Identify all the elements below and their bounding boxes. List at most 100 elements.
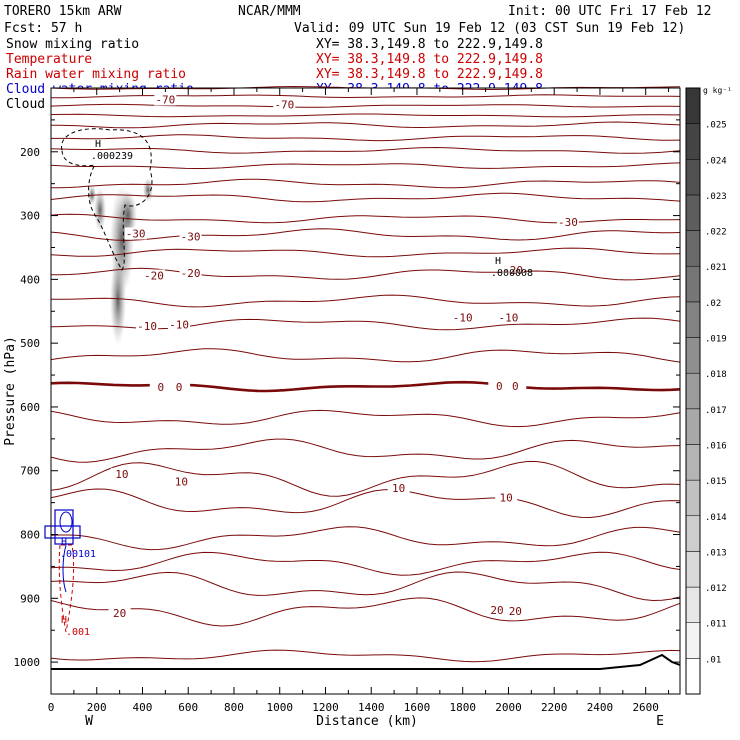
maximum-value: .001 bbox=[66, 627, 90, 638]
isotherm-line bbox=[50, 121, 681, 129]
valid-time: Valid: 09 UTC Sun 19 Feb 12 (03 CST Sun … bbox=[294, 21, 685, 36]
x-tick-label: 0 bbox=[48, 701, 55, 714]
snow-plume bbox=[94, 188, 106, 232]
label-backing bbox=[504, 605, 527, 618]
field-legend: Snow mixing ratio XY= 38.3,149.8 to 222.9… bbox=[6, 37, 543, 112]
colorbar-tick-label: .024 bbox=[705, 156, 727, 166]
isotherm-line bbox=[51, 134, 681, 142]
y-tick-label: 200 bbox=[20, 146, 40, 159]
field-name: Temperature bbox=[6, 52, 92, 67]
colorbar-swatch bbox=[685, 301, 701, 338]
field-xy: XY= 38.3,149.8 to 222.9,149.8 bbox=[316, 37, 543, 52]
isotherm-label: 0 bbox=[157, 381, 164, 394]
field-xy: XY= 38.3,149.8 to 222.9,149.8 bbox=[316, 67, 543, 82]
west-endpoint: W bbox=[85, 714, 93, 729]
label-backing bbox=[168, 318, 191, 331]
colorbar-swatch bbox=[685, 372, 701, 410]
isotherm-line bbox=[50, 228, 681, 241]
y-tick-label: 300 bbox=[20, 210, 40, 223]
isotherm-line bbox=[51, 178, 681, 189]
x-tick-label: 1000 bbox=[266, 701, 293, 714]
x-axis: 0 200 400 600 800 1000 1200 1400 1600 1800 2000 220… bbox=[48, 88, 670, 714]
east-endpoint: E bbox=[656, 714, 664, 729]
colorbar-tick-label: .022 bbox=[705, 228, 727, 238]
label-backing bbox=[136, 319, 159, 332]
label-backing bbox=[179, 230, 202, 243]
org-title: NCAR/MMM bbox=[238, 4, 301, 19]
label-backing bbox=[179, 266, 202, 279]
isotherm-line bbox=[51, 267, 681, 281]
isotherm-line bbox=[50, 294, 681, 308]
temperature-labels: -70 -70-30 -30-30-20 -20 -20-10 -10-10 -100 0 0 0… bbox=[108, 93, 579, 620]
colorbar-swatch bbox=[685, 230, 701, 267]
colorbar-tick-label: .015 bbox=[705, 477, 727, 487]
y-tick-label: 1000 bbox=[14, 656, 41, 669]
label-backing bbox=[451, 311, 474, 324]
isotherm-label: 0 bbox=[496, 380, 503, 393]
isotherm-line bbox=[50, 113, 680, 118]
cloud-water-contour bbox=[59, 511, 73, 533]
isotherm-label: -10 bbox=[453, 312, 473, 325]
x-tick-label: 400 bbox=[133, 701, 153, 714]
isotherm-line bbox=[50, 409, 681, 428]
y-tick-label: 900 bbox=[20, 592, 40, 605]
maximum-value: .000239 bbox=[91, 151, 133, 162]
isotherm-line bbox=[50, 461, 681, 497]
isotherm-line bbox=[50, 526, 681, 551]
x-tick-label: 2200 bbox=[541, 701, 568, 714]
isotherm-line bbox=[50, 438, 681, 463]
colorbar-swatch bbox=[685, 337, 701, 374]
colorbar-swatch bbox=[685, 159, 701, 196]
rain-contour bbox=[58, 544, 75, 633]
y-tick-label: 800 bbox=[20, 529, 40, 542]
x-tick-label: 1400 bbox=[358, 701, 385, 714]
label-backing bbox=[497, 311, 520, 324]
maximum-symbol: H bbox=[495, 256, 501, 267]
colorbar-tick-label: .02 bbox=[705, 299, 721, 309]
cloud-water-contour bbox=[54, 509, 74, 545]
x-tick-label: 1800 bbox=[449, 701, 476, 714]
isotherm-line bbox=[50, 348, 681, 363]
colorbar-tick-label: .017 bbox=[705, 406, 727, 416]
maximum-value: .000008 bbox=[491, 268, 533, 279]
colorbar-tick-label: .01 bbox=[705, 655, 721, 665]
field-name: Rain water mixing ratio bbox=[6, 67, 186, 82]
isotherm-label: -30 bbox=[126, 227, 146, 240]
isotherm-line bbox=[50, 146, 681, 154]
x-tick-label: 1200 bbox=[312, 701, 339, 714]
isotherm-label: 10 bbox=[175, 476, 188, 489]
colorbar-tick-label: .016 bbox=[705, 441, 727, 451]
colorbar-tick-label: .021 bbox=[705, 263, 727, 273]
x-tick-label: 2000 bbox=[495, 701, 522, 714]
isotherm-line bbox=[50, 649, 681, 663]
colorbar: .01 .011 .012 .013 .014 .015 .016 .017 .018 .019.… bbox=[685, 86, 732, 695]
isotherm-label: -10 bbox=[137, 320, 157, 333]
label-backing bbox=[486, 603, 509, 616]
field-name: Snow mixing ratio bbox=[6, 37, 139, 52]
cloud-water-contour bbox=[62, 544, 67, 593]
snow-plume bbox=[110, 255, 126, 345]
label-backing bbox=[108, 606, 131, 619]
isotherm-line bbox=[50, 597, 681, 627]
label-backing bbox=[273, 98, 296, 111]
colorbar-swatch bbox=[685, 87, 701, 124]
colorbar-swatch bbox=[685, 479, 701, 517]
colorbar-swatch bbox=[685, 123, 701, 160]
x-tick-label: 2400 bbox=[587, 701, 614, 714]
label-backing bbox=[168, 381, 191, 394]
colorbar-swatch bbox=[685, 515, 701, 552]
isotherm-line bbox=[50, 162, 681, 169]
maximum-value: .00101 bbox=[60, 549, 96, 560]
colorbar-tick-label: .018 bbox=[705, 370, 727, 380]
maximum-symbol: H bbox=[61, 615, 67, 626]
isotherm-line bbox=[50, 247, 681, 258]
label-backing bbox=[142, 269, 165, 282]
model-title: TORERO 15km ARW bbox=[4, 4, 122, 19]
colorbar-frame bbox=[685, 87, 701, 695]
isotherm-label: -30 bbox=[181, 231, 201, 244]
isotherm-label: -30 bbox=[558, 216, 578, 229]
isotherm-label: 0 bbox=[512, 380, 519, 393]
isotherm-line bbox=[50, 551, 681, 576]
